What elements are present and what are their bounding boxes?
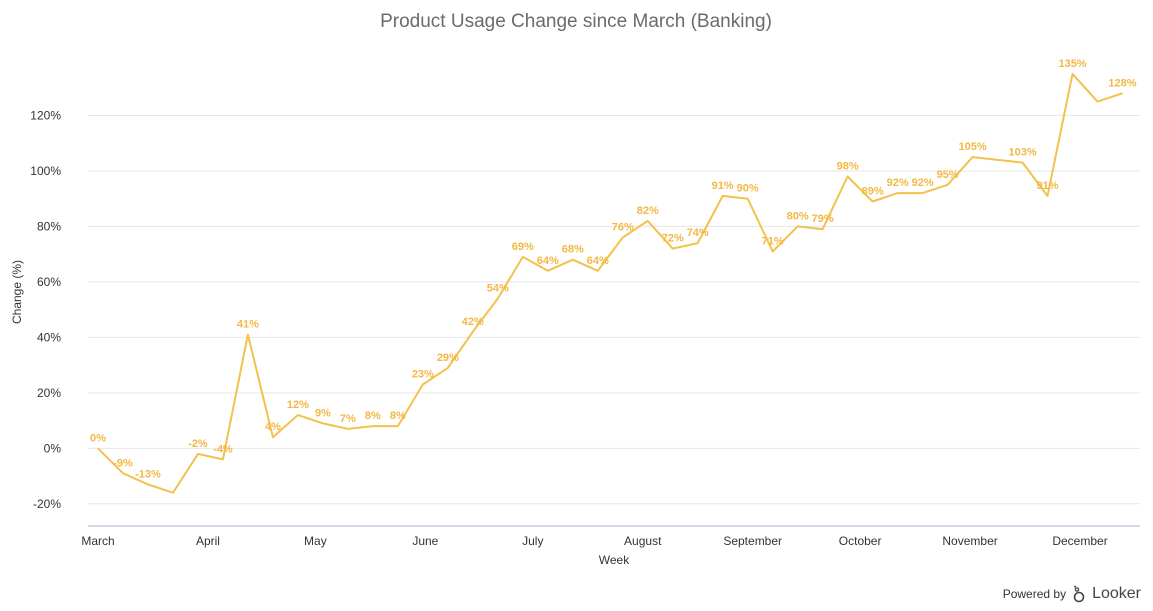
looker-brand-text: Looker: [1092, 585, 1141, 602]
y-axis-ticks: -20% 0% 20% 40% 60% 80% 100% 120%: [30, 108, 61, 510]
y-tick-label: 40%: [37, 330, 61, 344]
x-tick-label: August: [624, 534, 662, 548]
x-tick-label: May: [304, 534, 327, 548]
data-label: 68%: [562, 244, 584, 256]
data-label: 12%: [287, 399, 309, 411]
data-label: 105%: [959, 141, 987, 153]
data-label: 29%: [437, 352, 459, 364]
data-label: 91%: [1037, 180, 1059, 192]
data-label: 103%: [1008, 147, 1036, 159]
y-tick-label: 80%: [37, 219, 61, 233]
x-tick-label: July: [522, 534, 543, 548]
data-label: 79%: [812, 213, 834, 225]
data-label: 89%: [862, 185, 884, 197]
data-label: 80%: [787, 210, 809, 222]
data-label: -4%: [213, 443, 233, 455]
data-label: 7%: [340, 413, 356, 425]
y-tick-label: 100%: [30, 164, 61, 178]
data-label: -9%: [113, 457, 133, 469]
line-chart: Product Usage Change since March (Bankin…: [10, 11, 1140, 567]
powered-by-text: Powered by: [1002, 587, 1067, 601]
data-label: 41%: [237, 319, 259, 331]
looker-logo-icon: [1072, 585, 1086, 603]
x-tick-label: October: [839, 534, 882, 548]
x-tick-label: November: [942, 534, 997, 548]
data-label: -2%: [188, 438, 208, 450]
data-label: 92%: [887, 177, 909, 189]
x-tick-label: March: [81, 534, 114, 548]
data-labels: 0% -9%-13% -2% -4% 41% 4% 12% 9% 7% 8% 8% 23%29% 42%…: [90, 58, 1137, 481]
data-label: 74%: [687, 227, 709, 239]
x-axis-title: Week: [599, 553, 630, 567]
data-label: 92%: [912, 177, 934, 189]
data-label: 42%: [462, 316, 484, 328]
data-label: 98%: [837, 161, 859, 173]
x-tick-label: June: [412, 534, 438, 548]
data-label: 135%: [1058, 58, 1086, 70]
x-tick-label: September: [723, 534, 782, 548]
data-label: 71%: [762, 235, 784, 247]
chart-title: Product Usage Change since March (Bankin…: [380, 11, 772, 32]
y-tick-label: -20%: [33, 497, 61, 511]
data-label: 0%: [90, 432, 106, 444]
data-label: 69%: [512, 241, 534, 253]
series-line-group: [97, 72, 1123, 494]
data-label: 64%: [537, 255, 559, 267]
data-label: 95%: [937, 169, 959, 181]
y-tick-label: 20%: [37, 386, 61, 400]
data-label: 8%: [390, 410, 406, 422]
data-label: 8%: [365, 410, 381, 422]
gridlines: [88, 114, 1140, 505]
data-label: 82%: [637, 205, 659, 217]
data-label: 9%: [315, 407, 331, 419]
x-tick-label: April: [196, 534, 220, 548]
data-label: 72%: [662, 233, 684, 245]
x-axis-ticks: March April May June July August September Octo…: [81, 534, 1107, 548]
data-label: 91%: [712, 180, 734, 192]
y-axis-title: Change (%): [10, 260, 24, 324]
y-tick-label: 0%: [44, 441, 62, 455]
data-label: 64%: [587, 255, 609, 267]
data-label: 76%: [612, 222, 634, 234]
x-tick-label: December: [1052, 534, 1107, 548]
powered-by-footer: Powered by Looker: [1003, 585, 1141, 603]
data-label: 54%: [487, 283, 509, 295]
data-label: 128%: [1108, 77, 1136, 89]
data-label: 23%: [412, 369, 434, 381]
data-label: 90%: [737, 183, 759, 195]
y-tick-label: 60%: [37, 275, 61, 289]
y-tick-label: 120%: [30, 108, 61, 122]
data-label: -13%: [135, 468, 161, 480]
series-line: [97, 72, 1123, 494]
data-label: 4%: [265, 421, 281, 433]
